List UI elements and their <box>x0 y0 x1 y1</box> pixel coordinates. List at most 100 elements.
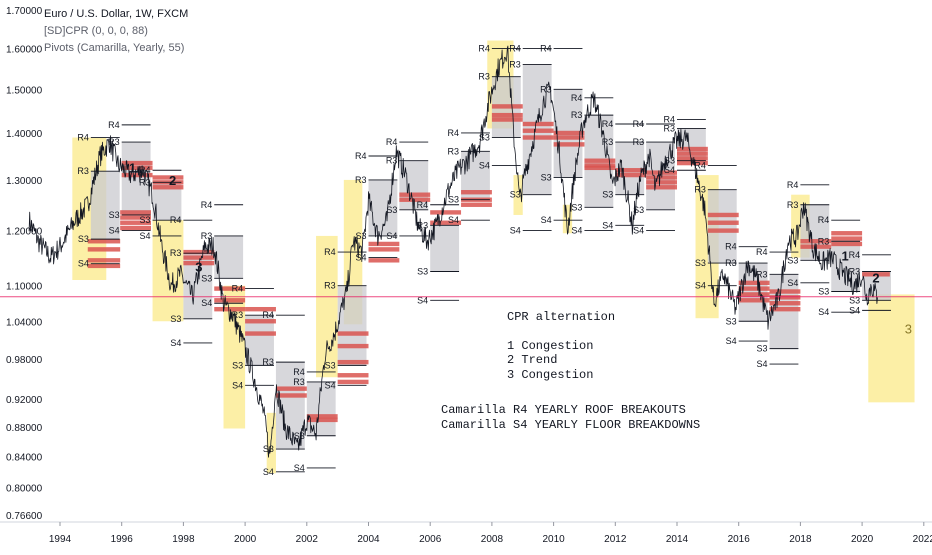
x-tick-label: 2020 <box>851 534 874 545</box>
cpr-band <box>337 373 369 378</box>
camarilla-label-s3: S3 <box>263 444 274 454</box>
camarilla-label-r4: R4 <box>694 160 706 170</box>
camarilla-label-s4: S4 <box>849 305 860 315</box>
camarilla-label-s3: S3 <box>787 255 798 265</box>
symbol-title[interactable]: Euro / U.S. Dollar, 1W, FXCM <box>44 8 189 20</box>
highlight-zone <box>562 204 573 234</box>
cpr-band <box>707 228 739 233</box>
cpr-band <box>245 319 276 324</box>
camarilla-label-s3: S3 <box>818 287 829 297</box>
cpr-indicator-label[interactable]: [SD]CPR (0, 0, 0, 88) <box>44 25 148 37</box>
y-tick-label: 0.92000 <box>6 395 43 406</box>
cycle-item-congestion-1: 1 Congestion <box>507 339 594 353</box>
x-tick-label: 2006 <box>419 534 442 545</box>
camarilla-label-s3: S3 <box>201 273 212 283</box>
pivots-indicator-label[interactable]: Pivots (Camarilla, Yearly, 55) <box>44 42 185 54</box>
cpr-band <box>121 172 153 178</box>
price-series <box>28 45 878 458</box>
cpr-band <box>615 168 647 173</box>
camarilla-label-r4: R4 <box>818 215 830 225</box>
camarilla-label-r4: R4 <box>602 119 614 129</box>
camarilla-label-s3: S3 <box>448 195 459 205</box>
camarilla-label-r4: R4 <box>571 93 583 103</box>
cpr-band <box>646 185 677 190</box>
axes: 1.70000 1.60000 1.50000 1.40000 1.30000 1.200… <box>0 6 932 545</box>
camarilla-label-r4: R4 <box>108 120 120 130</box>
camarilla-label-s4: S4 <box>448 215 459 225</box>
cpr-band <box>522 128 554 133</box>
camarilla-label-s3: S3 <box>602 190 613 200</box>
y-tick-label: 0.80000 <box>6 483 43 494</box>
y-tick-label: 0.84000 <box>6 453 43 464</box>
camarilla-label-r3: R3 <box>540 84 552 94</box>
camarilla-label-s4: S4 <box>355 253 366 263</box>
cpr-band <box>368 241 400 247</box>
cpr-band <box>831 231 863 236</box>
camarilla-label-r4: R4 <box>849 250 861 260</box>
camarilla-label-s4: S4 <box>263 467 274 477</box>
camarilla-label-r4: R4 <box>663 115 675 125</box>
camarilla-label-r3: R3 <box>602 137 614 147</box>
cpr-band <box>121 160 153 166</box>
camarilla-label-s3: S3 <box>355 231 366 241</box>
y-tick-label: 1.50000 <box>6 85 43 96</box>
camarilla-label-s3: S3 <box>78 234 89 244</box>
camarilla-label-s3: S3 <box>541 172 552 182</box>
x-tick-label: 2022 <box>913 534 932 545</box>
cpr-band <box>738 286 770 291</box>
x-tick-label: 2004 <box>357 534 380 545</box>
camarilla-label-s4: S4 <box>170 338 181 348</box>
cpr-band <box>491 104 523 109</box>
camarilla-label-r4: R4 <box>725 242 737 252</box>
cpr-band <box>522 135 554 140</box>
camarilla-label-s3: S3 <box>510 190 521 200</box>
cpr-band <box>738 298 770 303</box>
camarilla-label-r3: R3 <box>324 281 336 291</box>
camarilla-label-r4: R4 <box>756 247 768 257</box>
cpr-band <box>120 210 152 215</box>
camarilla-label-s4: S4 <box>78 259 89 269</box>
camarilla-label-r4: R4 <box>478 43 490 53</box>
camarilla-label-s4: S4 <box>818 307 829 317</box>
camarilla-label-r3: R3 <box>170 248 182 258</box>
camarilla-label-s4: S4 <box>787 278 798 288</box>
cpr-band <box>584 163 616 168</box>
cpr-band <box>183 260 215 266</box>
cpr-band <box>677 146 708 152</box>
y-tick-label: 1.70000 <box>6 6 43 17</box>
cpr-band <box>615 172 647 178</box>
cpr-band <box>584 158 616 163</box>
camarilla-label-s3: S3 <box>479 133 490 143</box>
camarilla-box <box>707 189 737 264</box>
cpr-band <box>399 197 431 202</box>
cycle-label: 1 <box>129 161 136 176</box>
y-tick-label: 1.30000 <box>6 176 43 187</box>
camarilla-label-r3: R3 <box>417 220 429 230</box>
camarilla-label-s3: S3 <box>849 295 860 305</box>
camarilla-label-r4: R4 <box>262 310 274 320</box>
camarilla-label-s3: S3 <box>109 210 120 220</box>
camarilla-label-r3: R3 <box>386 156 398 166</box>
camarilla-box <box>90 171 120 240</box>
cpr-band <box>738 280 770 286</box>
cpr-alternation-title: CPR alternation <box>507 310 616 324</box>
camarilla-label-s4: S4 <box>140 231 151 241</box>
camarilla-label-r3: R3 <box>108 137 120 147</box>
camarilla-label-s4: S4 <box>757 359 768 369</box>
camarilla-label-s4: S4 <box>571 226 582 236</box>
cpr-band <box>862 272 890 277</box>
cpr-band <box>553 142 585 147</box>
camarilla-label-s4: S4 <box>294 463 305 473</box>
camarilla-label-s4: S4 <box>602 220 613 230</box>
cpr-band <box>337 331 369 336</box>
camarilla-label-s4: S4 <box>386 231 397 241</box>
cpr-band <box>769 301 801 306</box>
cpr-band <box>522 121 554 127</box>
cpr-band <box>831 241 863 247</box>
camarilla-box <box>769 274 799 349</box>
camarilla-label-s4: S4 <box>201 298 212 308</box>
camarilla-label-s3: S3 <box>757 344 768 354</box>
camarilla-label-s3: S3 <box>417 266 428 276</box>
camarilla-box <box>121 142 151 215</box>
